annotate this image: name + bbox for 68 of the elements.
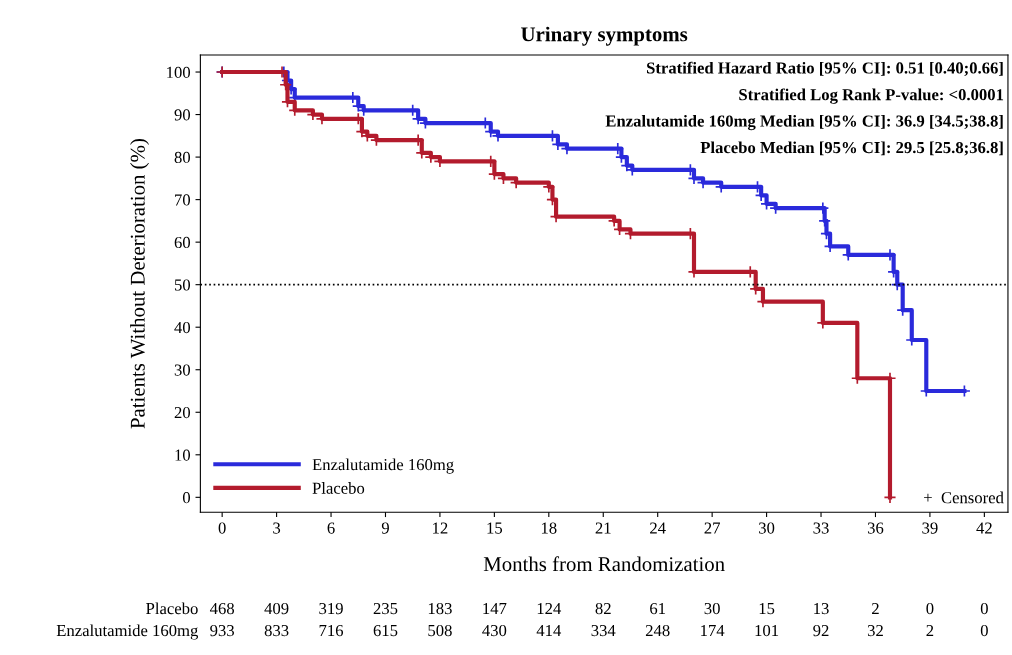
x-tick-label: 0 [218, 522, 226, 534]
text: 248 [645, 624, 670, 637]
x-axis-title: Months from Randomization [483, 556, 725, 572]
text: 82 [595, 602, 611, 615]
text: 15 [759, 603, 775, 615]
x-tick-label: 12 [433, 522, 448, 534]
y-tick-label: 30 [174, 364, 191, 376]
text: 235 [373, 602, 398, 615]
annotation: Placebo Median [95% CI]: 29.5 [25.8;36.8] [700, 141, 1003, 156]
text: Enzalutamide 160mg [56, 624, 199, 640]
x-tick-label: 9 [381, 522, 389, 534]
annotation: Enzalutamide 160mg Median [95% CI]: 36.9 [34.5;38.8] [605, 114, 1003, 131]
y-tick-label: 50 [174, 279, 191, 291]
text: 183 [428, 602, 452, 615]
y-tick-label: 0 [182, 492, 191, 504]
chart-title: Urinary symptoms [521, 26, 688, 46]
annotation: Stratified Log Rank P-value: <0.0001 [739, 88, 1004, 104]
text: 147 [483, 603, 507, 615]
x-tick-label: 3 [273, 522, 281, 534]
text: 933 [210, 624, 234, 637]
text: 0 [926, 602, 934, 615]
text: 414 [536, 625, 562, 637]
y-tick-label: 90 [174, 109, 191, 121]
legend-label: Placebo [312, 482, 365, 494]
text: 2 [926, 624, 934, 637]
text: 334 [591, 624, 616, 637]
x-tick-label: 27 [704, 522, 720, 534]
text: 508 [428, 624, 452, 637]
text: 468 [209, 602, 235, 615]
text: 101 [755, 624, 779, 637]
text: 615 [373, 624, 398, 637]
text: 174 [701, 625, 725, 637]
y-tick-label: 10 [175, 449, 191, 461]
x-tick-label: 39 [922, 522, 938, 534]
text: 0 [980, 602, 988, 615]
y-tick-label: 20 [174, 406, 191, 419]
x-tick-label: 6 [327, 522, 335, 534]
text: 409 [264, 602, 289, 615]
text: 0 [980, 624, 988, 637]
x-tick-label: 15 [487, 522, 503, 534]
text: 13 [814, 602, 829, 615]
y-axis-title: Patients Without Deterioration (%) [130, 139, 149, 429]
x-tick-label: 18 [541, 522, 557, 534]
text: 61 [650, 602, 666, 615]
x-tick-label: 42 [976, 522, 992, 534]
text: 430 [482, 624, 507, 637]
text: 2 [872, 602, 879, 615]
x-tick-label: 30 [759, 522, 775, 534]
x-tick-label: 33 [813, 522, 829, 534]
y-tick-label: 60 [174, 236, 191, 249]
y-tick-label: 100 [167, 66, 191, 78]
legend-label: Enzalutamide 160mg [312, 458, 454, 474]
annotation: + Censored [924, 491, 1004, 504]
y-tick-label: 70 [175, 194, 191, 206]
x-tick-label: 36 [867, 522, 884, 534]
text: 32 [867, 624, 883, 637]
text: 30 [704, 602, 720, 615]
x-tick-label: 24 [650, 522, 666, 534]
annotation: Stratified Hazard Ratio [95% CI]: 0.51 [0.40;0.66] [646, 61, 1003, 77]
x-tick-label: 21 [595, 522, 611, 534]
text: 124 [537, 602, 562, 615]
text: 92 [813, 624, 829, 637]
y-tick-label: 40 [174, 321, 191, 334]
y-tick-label: 80 [174, 151, 191, 164]
text: 716 [319, 624, 344, 637]
text: 319 [319, 602, 343, 615]
text: Placebo [146, 602, 198, 615]
text: 833 [264, 624, 289, 637]
